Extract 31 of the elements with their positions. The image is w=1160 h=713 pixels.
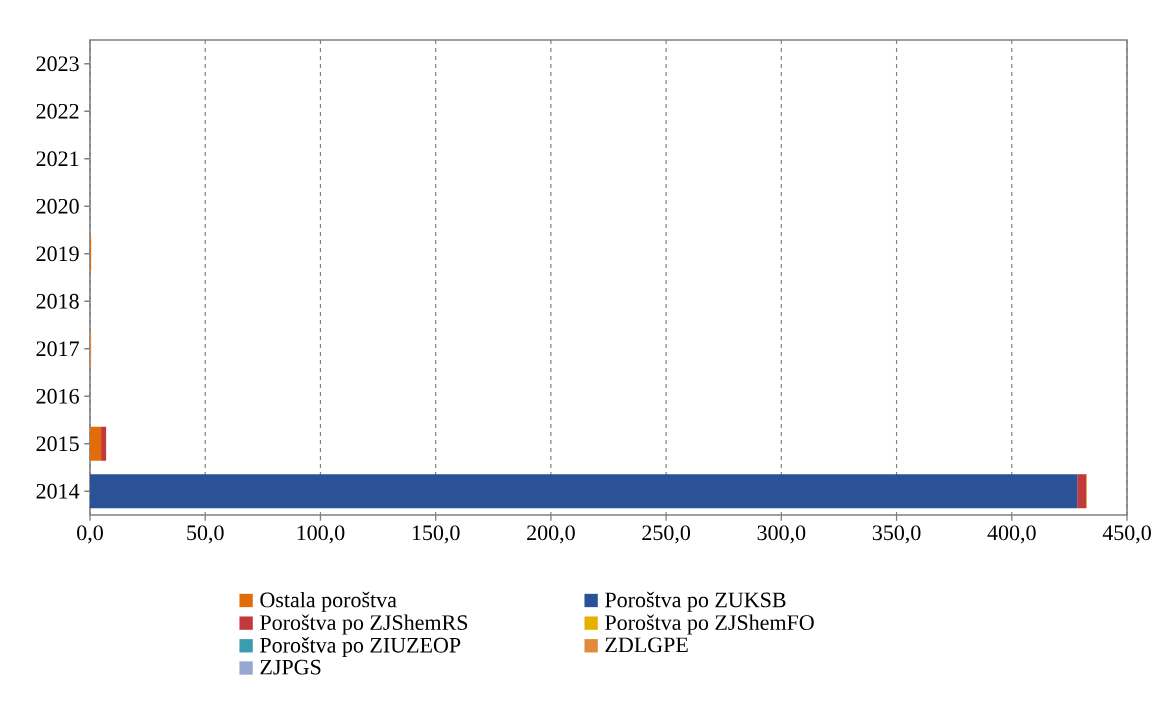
x-tick-label: 300,0: [757, 525, 806, 544]
x-tick-label: 150,0: [412, 525, 460, 544]
y-tick-label: 2023: [36, 56, 79, 72]
x-tick-label: 350,0: [872, 525, 921, 544]
bar: [101, 426, 107, 461]
legend-label: Ostala poroštva: [260, 591, 397, 612]
y-tick-label: 2018: [36, 293, 79, 309]
y-tick-label: 2016: [36, 388, 79, 404]
legend-label: Poroštva po ZJShemFO: [605, 614, 814, 635]
legend-label: ZDLGPE: [605, 637, 688, 653]
x-tick-label: 100,0: [297, 525, 345, 544]
y-tick-label: 2021: [36, 151, 79, 167]
y-tick-label: 2014: [36, 483, 80, 499]
x-tick-label: 400,0: [987, 525, 1036, 544]
y-tick-label: 2017: [36, 341, 79, 357]
y-tick-label: 2022: [36, 103, 79, 119]
x-tick-label: 250,0: [642, 525, 691, 544]
bar: [90, 426, 102, 461]
bar: [1077, 474, 1087, 509]
x-tick-label: 450,0: [1102, 525, 1151, 544]
x-tick-label: 200,0: [527, 525, 575, 544]
legend-label: Poroštva po ZJShemRS: [260, 614, 468, 635]
bar: [90, 474, 1078, 509]
x-tick-label: 0,0: [77, 525, 103, 544]
legend-label: ZJPGS: [260, 659, 321, 675]
legend-label: Poroštva po ZUKSB: [605, 591, 786, 612]
y-tick-label: 2020: [36, 198, 79, 214]
y-tick-label: 2015: [36, 436, 79, 452]
y-tick-label: 2019: [36, 246, 79, 262]
x-tick-label: 50,0: [187, 525, 224, 544]
legend-label: Poroštva po ZIUZEOP: [260, 637, 461, 658]
